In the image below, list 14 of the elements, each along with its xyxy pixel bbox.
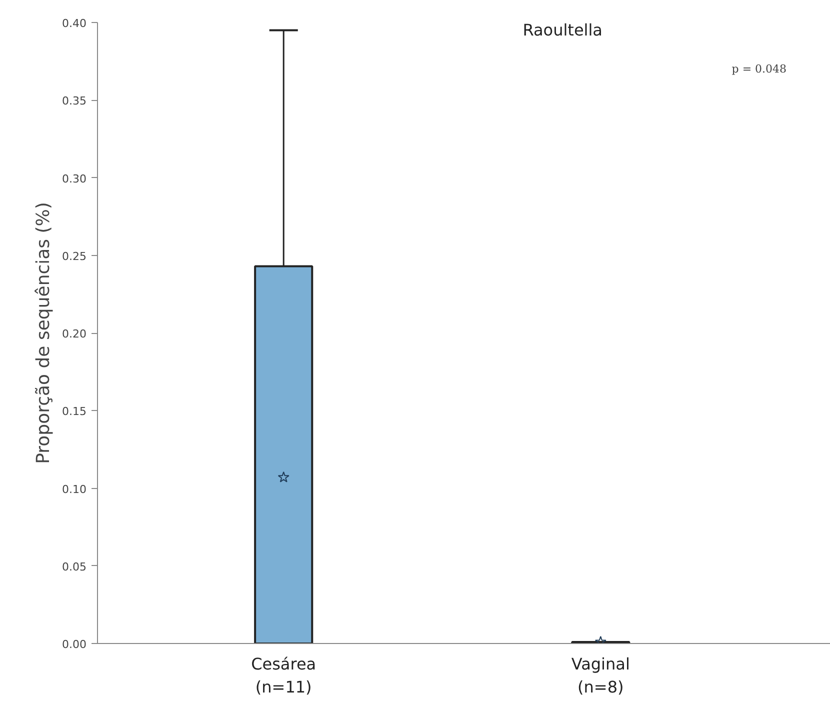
x-tick-label: Vaginal (n=8) bbox=[571, 654, 630, 696]
y-tick-label: 0.35 bbox=[62, 94, 87, 108]
y-tick-label: 0.20 bbox=[62, 328, 87, 340]
y-tick-label: 0.40 bbox=[62, 17, 87, 30]
chart-title: Raoultella bbox=[522, 20, 602, 40]
y-tick-label: 0.25 bbox=[62, 250, 87, 263]
y-tick-label: 0.15 bbox=[62, 405, 87, 418]
x-tick-label: Cesárea (n=11) bbox=[251, 654, 316, 696]
y-tick-label: 0.00 bbox=[62, 638, 87, 651]
y-tick-label: 0.30 bbox=[62, 172, 87, 186]
annotation: p = 0.048 bbox=[732, 62, 787, 76]
y-axis-title: Proporção de sequências (%) bbox=[33, 202, 54, 464]
y-tick-label: 0.10 bbox=[62, 482, 87, 496]
y-tick-label: 0.05 bbox=[62, 560, 87, 574]
